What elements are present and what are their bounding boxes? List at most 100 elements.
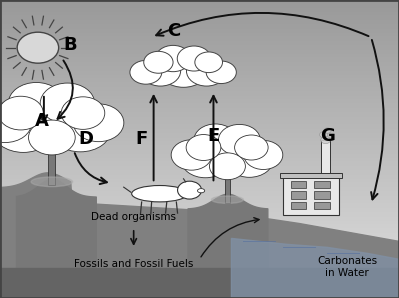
Bar [0, 198, 399, 200]
Bar [0, 18, 399, 19]
Bar [0, 40, 399, 42]
Ellipse shape [132, 185, 188, 202]
Bar [0, 137, 399, 139]
Bar [0, 106, 399, 107]
Bar [0, 139, 399, 140]
Bar [0, 274, 399, 276]
Bar [0, 195, 399, 197]
Bar [0, 42, 399, 43]
Bar [0, 219, 399, 221]
Bar [0, 206, 399, 207]
Bar [0, 255, 399, 256]
Text: F: F [136, 130, 148, 148]
Bar [0, 113, 399, 115]
Bar [0, 247, 399, 249]
Bar [0, 153, 399, 155]
Bar [0, 228, 399, 229]
Bar [0, 188, 399, 189]
Bar [0, 148, 399, 149]
Bar [0, 200, 399, 201]
Bar [0, 133, 399, 134]
Bar [0, 215, 399, 216]
Bar [0, 268, 399, 270]
Circle shape [209, 153, 245, 180]
Bar [0, 222, 399, 224]
Bar [0, 103, 399, 104]
Circle shape [61, 97, 105, 129]
Bar [0, 64, 399, 66]
Bar [0, 109, 399, 110]
Text: A: A [35, 112, 49, 130]
Ellipse shape [198, 189, 205, 193]
Bar [0, 9, 399, 10]
Bar [0, 234, 399, 235]
Bar [0, 92, 399, 94]
Circle shape [40, 83, 95, 124]
Bar [0, 97, 399, 98]
Bar [0, 221, 399, 222]
Bar [0, 173, 399, 174]
Bar [280, 173, 342, 178]
Circle shape [144, 51, 173, 73]
Circle shape [130, 60, 162, 84]
Bar [0, 288, 399, 289]
Bar [0, 256, 399, 258]
Bar [0, 197, 399, 198]
Bar [0, 130, 399, 131]
Bar [0, 241, 399, 243]
Bar [0, 69, 399, 70]
Circle shape [324, 128, 331, 133]
Bar [0, 250, 399, 252]
Bar [225, 152, 230, 203]
Circle shape [195, 52, 223, 73]
Bar [0, 286, 399, 288]
Bar [0, 270, 399, 271]
Bar [0, 155, 399, 156]
Bar [0, 83, 399, 85]
Bar [0, 244, 399, 246]
Bar [0, 134, 399, 136]
Bar [0, 192, 399, 194]
Bar [0, 279, 399, 280]
Bar [0, 15, 399, 16]
Circle shape [158, 50, 209, 87]
Bar [0, 67, 399, 69]
Bar [0, 34, 399, 36]
Bar [0, 224, 399, 225]
Bar [314, 181, 330, 188]
Bar [0, 150, 399, 152]
Polygon shape [231, 238, 399, 298]
Circle shape [198, 130, 257, 174]
Bar [0, 131, 399, 133]
Text: C: C [167, 22, 180, 40]
Circle shape [17, 32, 59, 63]
Bar [0, 70, 399, 72]
Bar [0, 267, 399, 268]
Bar [0, 22, 399, 24]
Circle shape [178, 181, 201, 199]
Bar [0, 212, 399, 213]
Bar [0, 73, 399, 74]
Bar [0, 146, 399, 148]
Circle shape [194, 124, 237, 156]
Bar [0, 161, 399, 162]
Text: Fossils and Fossil Fuels: Fossils and Fossil Fuels [74, 259, 194, 269]
Bar [0, 63, 399, 64]
Bar [0, 16, 399, 18]
Bar [0, 182, 399, 183]
Bar [0, 10, 399, 12]
Bar [0, 140, 399, 142]
Bar [0, 115, 399, 116]
Bar [0, 107, 399, 109]
Bar [0, 24, 399, 25]
Bar [0, 4, 399, 6]
Ellipse shape [31, 177, 73, 187]
Bar [0, 204, 399, 206]
Bar [0, 110, 399, 112]
Bar [0, 12, 399, 13]
Bar [0, 79, 399, 80]
Bar [0, 45, 399, 46]
Bar [0, 76, 399, 77]
Bar [0, 101, 399, 103]
Bar [0, 43, 399, 45]
